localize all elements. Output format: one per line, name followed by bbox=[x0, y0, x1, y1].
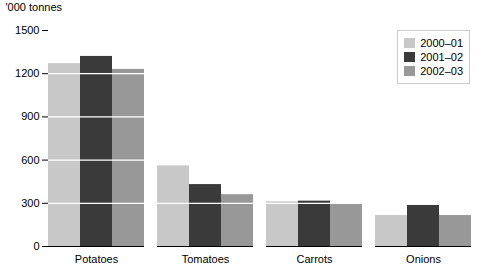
html-text:2002–03: 2002–03 bbox=[420, 65, 463, 77]
svg-text:600: 600 bbox=[21, 154, 39, 166]
svg-text:1500: 1500 bbox=[15, 24, 39, 36]
svg-text:1200: 1200 bbox=[15, 67, 39, 79]
svg-text:Carrots: Carrots bbox=[296, 253, 333, 265]
svg-text:Tomatoes: Tomatoes bbox=[182, 253, 230, 265]
svg-text:'000 tonnes: '000 tonnes bbox=[6, 1, 63, 13]
html-text:2001–02: 2001–02 bbox=[420, 51, 463, 63]
svg-text:0: 0 bbox=[33, 240, 39, 252]
svg-text:Potatoes: Potatoes bbox=[75, 253, 119, 265]
svg-text:300: 300 bbox=[21, 197, 39, 209]
svg-text:900: 900 bbox=[21, 110, 39, 122]
html-text:2000–01: 2000–01 bbox=[420, 37, 463, 49]
svg-text:Onions: Onions bbox=[406, 253, 441, 265]
